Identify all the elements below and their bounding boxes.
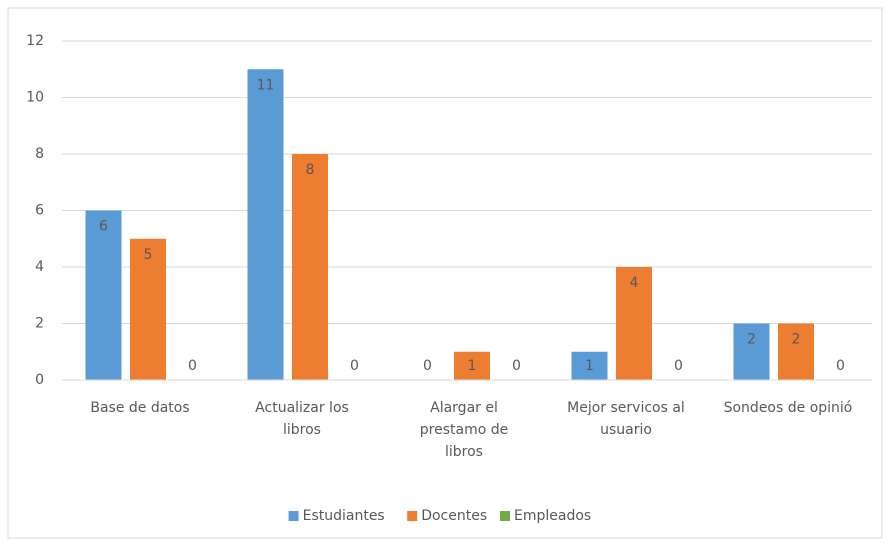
y-tick-label: 8 (35, 146, 44, 162)
bar (733, 323, 770, 380)
bar (778, 323, 814, 380)
data-label: 6 (99, 219, 108, 235)
x-tick-label: Base de datos (90, 400, 190, 416)
data-label: 0 (836, 358, 845, 374)
data-label: 11 (257, 77, 275, 93)
x-tick-label: Mejor servicos al usuario (567, 400, 685, 438)
data-label: 0 (350, 358, 359, 374)
legend-swatch (407, 511, 418, 521)
data-label: 1 (585, 358, 594, 374)
x-tick-label: Sondeos de opinió (723, 400, 853, 416)
data-label: 1 (468, 358, 477, 374)
bar (571, 351, 608, 380)
y-tick-label: 10 (26, 90, 44, 106)
x-tick-label: Alargar el prestamo de libros (419, 400, 509, 460)
legend-label: Docentes (421, 508, 487, 524)
legend-label: Estudiantes (303, 508, 385, 524)
data-label: 2 (747, 332, 756, 348)
bar (130, 238, 166, 380)
bar (85, 210, 122, 380)
data-label: 4 (630, 275, 639, 291)
data-label: 0 (674, 358, 683, 374)
y-tick-label: 2 (35, 316, 44, 332)
x-tick-label: Actualizar los libros (255, 400, 349, 438)
data-label: 5 (144, 247, 153, 263)
y-tick-label: 12 (26, 33, 44, 49)
bar (616, 267, 652, 380)
bar (247, 69, 284, 380)
y-tick-label: 4 (35, 259, 44, 275)
bar (454, 351, 490, 380)
data-label: 0 (423, 358, 432, 374)
bar (292, 154, 328, 380)
legend-label: Empleados (514, 508, 591, 524)
legend-swatch (500, 511, 510, 521)
y-tick-label: 6 (35, 203, 44, 219)
data-label: 0 (512, 358, 521, 374)
legend-swatch (288, 511, 299, 521)
y-tick-label: 0 (35, 372, 44, 388)
data-label: 8 (306, 162, 315, 178)
data-label: 2 (792, 332, 801, 348)
data-label: 0 (188, 358, 197, 374)
